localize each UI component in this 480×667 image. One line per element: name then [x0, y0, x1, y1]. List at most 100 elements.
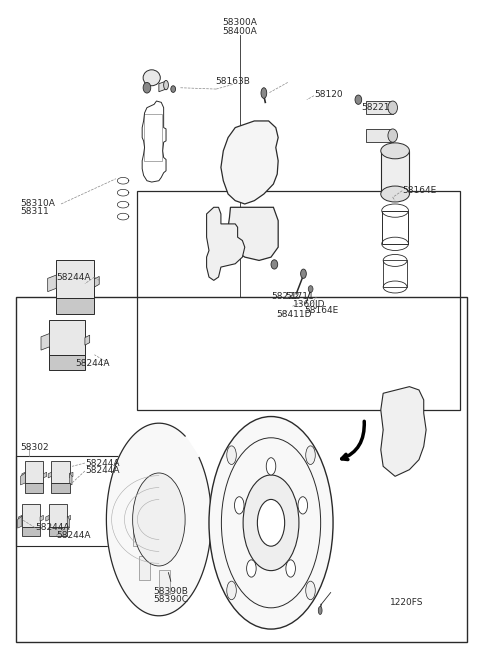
Polygon shape: [221, 121, 278, 204]
Polygon shape: [48, 472, 51, 478]
Polygon shape: [49, 504, 67, 526]
Text: 58244A: 58244A: [56, 273, 91, 281]
Text: 58311: 58311: [21, 207, 49, 217]
Polygon shape: [51, 276, 56, 287]
Polygon shape: [381, 151, 409, 194]
Text: 58221: 58221: [362, 103, 390, 112]
Polygon shape: [56, 297, 95, 313]
Bar: [159, 570, 170, 594]
Polygon shape: [49, 355, 85, 370]
Text: 58302: 58302: [21, 444, 49, 452]
Text: 58244A: 58244A: [56, 531, 91, 540]
Ellipse shape: [388, 101, 397, 114]
Ellipse shape: [298, 497, 308, 514]
Ellipse shape: [143, 70, 160, 86]
Text: 58163B: 58163B: [216, 77, 250, 85]
Ellipse shape: [143, 83, 151, 93]
Polygon shape: [43, 472, 47, 478]
Polygon shape: [159, 81, 166, 92]
Ellipse shape: [247, 560, 256, 577]
Polygon shape: [67, 516, 71, 521]
Polygon shape: [44, 335, 49, 345]
Text: 58164E: 58164E: [402, 186, 436, 195]
Text: 58244A: 58244A: [85, 466, 120, 476]
Ellipse shape: [308, 285, 313, 292]
Polygon shape: [21, 473, 25, 485]
Ellipse shape: [257, 500, 285, 546]
Polygon shape: [51, 461, 70, 484]
Polygon shape: [206, 207, 245, 280]
Text: 58390C: 58390C: [153, 596, 188, 604]
Polygon shape: [49, 320, 85, 355]
Polygon shape: [46, 516, 49, 521]
Text: 58244A: 58244A: [75, 359, 110, 368]
Ellipse shape: [271, 259, 278, 269]
Polygon shape: [95, 276, 99, 287]
Polygon shape: [228, 207, 278, 260]
Ellipse shape: [412, 419, 423, 440]
Polygon shape: [56, 260, 95, 297]
Text: 58411D: 58411D: [276, 310, 312, 319]
Text: 58222: 58222: [271, 292, 300, 301]
Ellipse shape: [306, 446, 315, 464]
Polygon shape: [366, 129, 393, 142]
Text: 58120: 58120: [314, 90, 343, 99]
Polygon shape: [25, 461, 43, 484]
Polygon shape: [22, 472, 25, 478]
Ellipse shape: [242, 149, 257, 173]
Polygon shape: [18, 516, 22, 528]
Ellipse shape: [209, 416, 333, 629]
Ellipse shape: [300, 269, 306, 278]
Bar: [144, 114, 162, 161]
Polygon shape: [22, 504, 40, 526]
Ellipse shape: [381, 186, 409, 202]
Polygon shape: [381, 387, 426, 476]
Text: 58164E: 58164E: [304, 305, 339, 315]
Ellipse shape: [306, 581, 315, 600]
Text: 58300A: 58300A: [223, 18, 257, 27]
Text: 1220FS: 1220FS: [390, 598, 424, 607]
Ellipse shape: [243, 475, 299, 571]
Text: 51711: 51711: [285, 292, 314, 301]
Bar: [133, 522, 144, 546]
Polygon shape: [40, 516, 43, 521]
Bar: [16, 456, 137, 546]
Polygon shape: [51, 484, 70, 493]
Polygon shape: [85, 335, 90, 345]
Polygon shape: [22, 526, 40, 536]
Polygon shape: [48, 275, 56, 291]
Ellipse shape: [259, 241, 264, 251]
Text: 58310A: 58310A: [21, 199, 55, 209]
Ellipse shape: [132, 473, 185, 566]
Ellipse shape: [171, 86, 176, 93]
Ellipse shape: [266, 458, 276, 475]
Ellipse shape: [238, 142, 262, 179]
Polygon shape: [70, 473, 72, 485]
Text: 58390B: 58390B: [154, 587, 188, 596]
Ellipse shape: [261, 88, 267, 98]
Text: 58244A: 58244A: [85, 458, 120, 468]
Polygon shape: [41, 334, 49, 350]
Polygon shape: [107, 423, 211, 616]
Text: 58400A: 58400A: [223, 27, 257, 36]
Polygon shape: [67, 516, 70, 528]
Ellipse shape: [318, 606, 322, 614]
Polygon shape: [70, 472, 73, 478]
Text: 58244A: 58244A: [35, 523, 69, 532]
Ellipse shape: [234, 497, 244, 514]
Ellipse shape: [227, 581, 236, 600]
Bar: [16, 297, 467, 642]
Ellipse shape: [286, 560, 295, 577]
Bar: [137, 191, 459, 410]
Ellipse shape: [388, 129, 397, 142]
Polygon shape: [25, 484, 43, 493]
Ellipse shape: [355, 95, 362, 104]
Polygon shape: [49, 526, 67, 536]
Text: 1360JD: 1360JD: [292, 300, 325, 309]
Ellipse shape: [164, 81, 168, 90]
Polygon shape: [383, 404, 407, 456]
Ellipse shape: [227, 446, 236, 464]
Polygon shape: [366, 101, 393, 114]
Polygon shape: [19, 516, 22, 521]
Bar: [139, 556, 150, 580]
